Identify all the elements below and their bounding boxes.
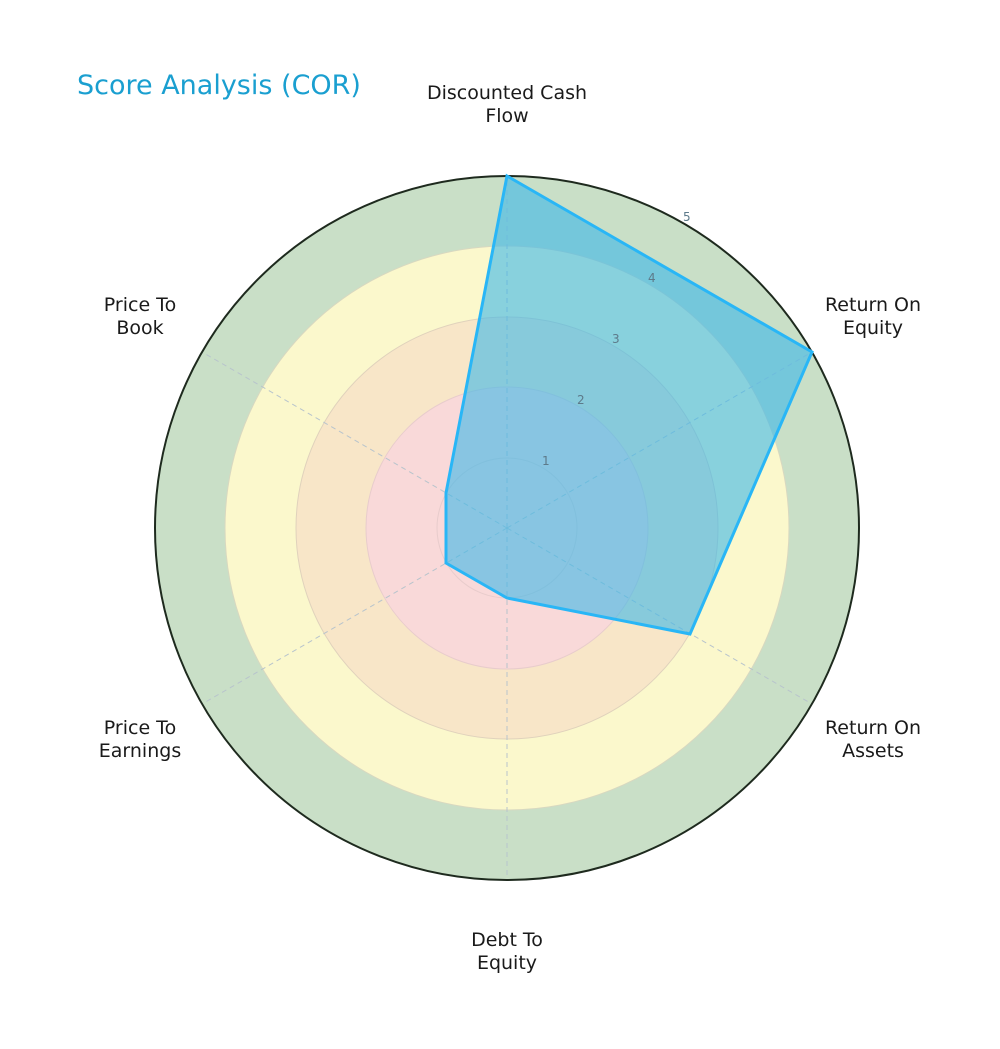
svg-text:4: 4 — [648, 271, 656, 285]
chart-title: Score Analysis (COR) — [77, 70, 361, 101]
series-cor — [444, 173, 814, 636]
axis-label-ptb: Price To Book — [103, 294, 177, 339]
axis-label-pte: Price To Earnings — [98, 717, 182, 762]
r-ticks: 1 2 3 4 5 — [542, 210, 691, 468]
svg-text:5: 5 — [683, 210, 691, 224]
axis-label-dcf: Discounted Cash Flow — [426, 82, 588, 127]
axis-label-roe: Return On Equity — [824, 294, 922, 339]
axis-label-dte: Debt To Equity — [471, 929, 543, 974]
svg-text:2: 2 — [577, 393, 585, 407]
svg-text:1: 1 — [542, 454, 550, 468]
svg-text:3: 3 — [612, 332, 620, 346]
axis-label-roa: Return On Assets — [824, 717, 922, 762]
